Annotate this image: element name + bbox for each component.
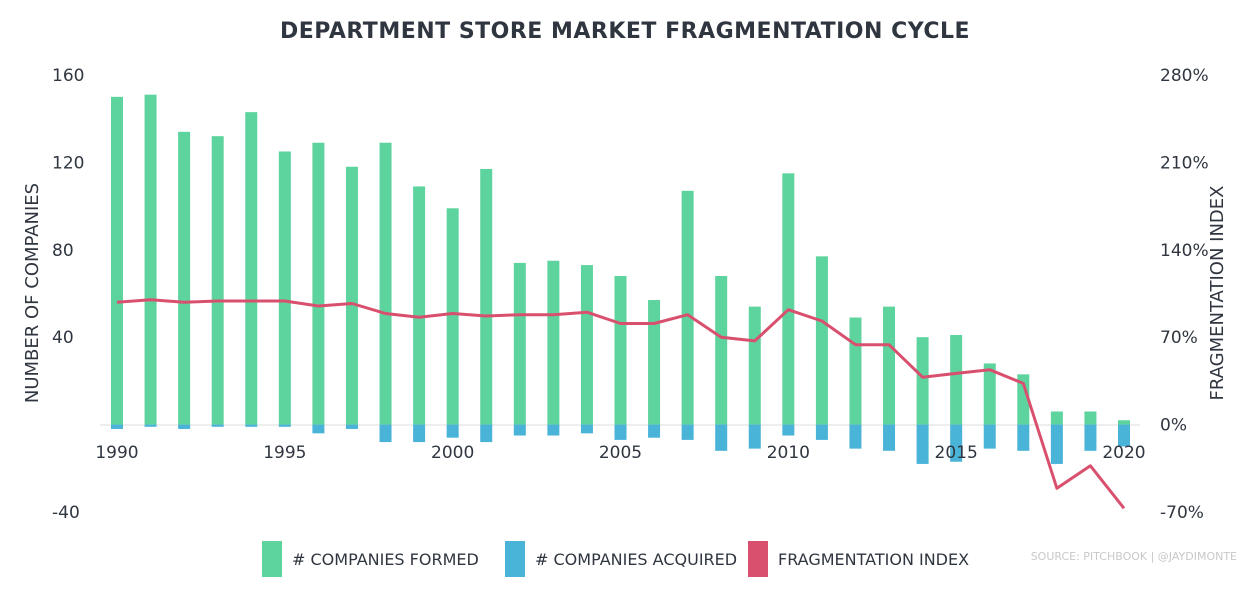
bar-formed-2012 (849, 317, 862, 425)
bar-acquired-2016 (983, 424, 996, 449)
bar-acquired-2006 (648, 424, 661, 438)
x-tick-label: 2015 (935, 443, 978, 463)
bar-acquired-2012 (849, 424, 862, 449)
bar-acquired-1998 (379, 424, 392, 443)
acquired-bars (111, 424, 1130, 464)
bar-acquired-2004 (580, 424, 593, 434)
bar-formed-2007 (681, 190, 694, 425)
bar-acquired-2014 (916, 424, 929, 464)
bar-formed-1999 (413, 186, 426, 425)
bar-acquired-2001 (480, 424, 493, 443)
bar-formed-1993 (211, 136, 224, 425)
bar-formed-2001 (480, 168, 493, 425)
bar-formed-2013 (883, 306, 896, 425)
left-tick-label: 120 (52, 153, 84, 173)
bar-acquired-1996 (312, 424, 325, 434)
left-tick-label: -40 (52, 503, 80, 523)
formed-bars (111, 94, 1130, 425)
bar-formed-2020 (1118, 420, 1130, 425)
legend-swatch-acquired (505, 541, 525, 577)
bar-acquired-1993 (211, 424, 224, 427)
bar-formed-2011 (815, 256, 828, 425)
x-tick-label: 2000 (431, 443, 474, 463)
bar-formed-1998 (379, 142, 392, 425)
legend-label-formed: # COMPANIES FORMED (292, 550, 479, 569)
bar-acquired-2019 (1084, 424, 1097, 451)
bar-acquired-1997 (345, 424, 358, 429)
bar-formed-1992 (178, 131, 191, 425)
left-tick-label: 40 (52, 328, 74, 348)
right-tick-label: 210% (1160, 153, 1209, 173)
bar-acquired-2007 (681, 424, 694, 440)
bar-acquired-2010 (782, 424, 795, 436)
right-tick-label: 140% (1160, 241, 1209, 261)
bar-formed-2016 (983, 363, 996, 425)
bar-acquired-1992 (178, 424, 191, 429)
bar-formed-2005 (614, 276, 627, 425)
x-tick-label: 1995 (263, 443, 306, 463)
right-axis: 280% 210% 140% 70% 0% -70% (1160, 66, 1209, 523)
left-axis-title: NUMBER OF COMPANIES (22, 183, 43, 403)
left-axis: 160 120 80 40 -40 (52, 66, 84, 523)
bar-acquired-2018 (1050, 424, 1063, 464)
chart-title: DEPARTMENT STORE MARKET FRAGMENTATION CY… (280, 19, 970, 44)
bar-formed-2017 (1017, 374, 1030, 425)
bar-formed-2008 (715, 276, 728, 425)
bar-acquired-1999 (413, 424, 426, 443)
bar-formed-1990 (111, 96, 123, 425)
bar-acquired-2013 (883, 424, 896, 451)
right-axis-title: FRAGMENTATION INDEX (1207, 186, 1228, 401)
fragmentation-index-line (116, 298, 1126, 510)
x-axis: 1990 1995 2000 2005 2010 2015 2020 (95, 443, 1145, 463)
legend-swatch-index (748, 541, 768, 577)
bar-formed-2014 (916, 337, 929, 425)
bar-formed-2010 (782, 173, 795, 425)
legend-swatch-formed (262, 541, 282, 577)
bar-acquired-2009 (748, 424, 761, 449)
right-tick-label: 280% (1160, 66, 1209, 86)
bar-formed-1997 (345, 166, 358, 425)
bar-formed-2004 (580, 265, 593, 425)
bar-formed-1996 (312, 142, 325, 425)
right-tick-label: 70% (1160, 328, 1198, 348)
bar-formed-1991 (144, 94, 157, 425)
bar-formed-2006 (648, 300, 661, 425)
source-note: SOURCE: PITCHBOOK | @JAYDIMONTE (1031, 550, 1237, 563)
right-tick-label: -70% (1160, 503, 1204, 523)
bar-formed-2019 (1084, 411, 1097, 425)
bar-acquired-1990 (111, 424, 123, 429)
bar-acquired-2008 (715, 424, 728, 451)
bar-acquired-2005 (614, 424, 627, 440)
legend-label-acquired: # COMPANIES ACQUIRED (535, 550, 737, 569)
bar-acquired-1991 (144, 424, 157, 427)
bar-acquired-2002 (513, 424, 526, 436)
left-tick-label: 80 (52, 241, 74, 261)
bar-acquired-2011 (815, 424, 828, 440)
bar-formed-2015 (950, 335, 963, 425)
bar-acquired-1995 (278, 424, 291, 427)
bar-formed-2000 (446, 208, 459, 425)
bar-formed-2018 (1050, 411, 1063, 425)
x-tick-label: 2020 (1102, 443, 1145, 463)
bar-formed-2003 (547, 260, 560, 425)
bar-acquired-2017 (1017, 424, 1030, 451)
bar-formed-1995 (278, 151, 291, 425)
bar-acquired-2003 (547, 424, 560, 436)
bar-acquired-1994 (245, 424, 258, 427)
right-tick-label: 0% (1160, 416, 1187, 436)
x-tick-label: 2010 (767, 443, 810, 463)
bar-acquired-2000 (446, 424, 459, 438)
left-tick-label: 160 (52, 66, 84, 86)
legend-label-index: FRAGMENTATION INDEX (778, 550, 969, 569)
legend: # COMPANIES FORMED # COMPANIES ACQUIRED … (262, 541, 969, 577)
x-tick-label: 1990 (95, 443, 138, 463)
x-tick-label: 2005 (599, 443, 642, 463)
bar-formed-2009 (748, 306, 761, 425)
bar-formed-1994 (245, 112, 258, 425)
bar-formed-2002 (513, 262, 526, 425)
bar-acquired-2020 (1118, 424, 1130, 447)
bar-acquired-2015 (950, 424, 963, 462)
